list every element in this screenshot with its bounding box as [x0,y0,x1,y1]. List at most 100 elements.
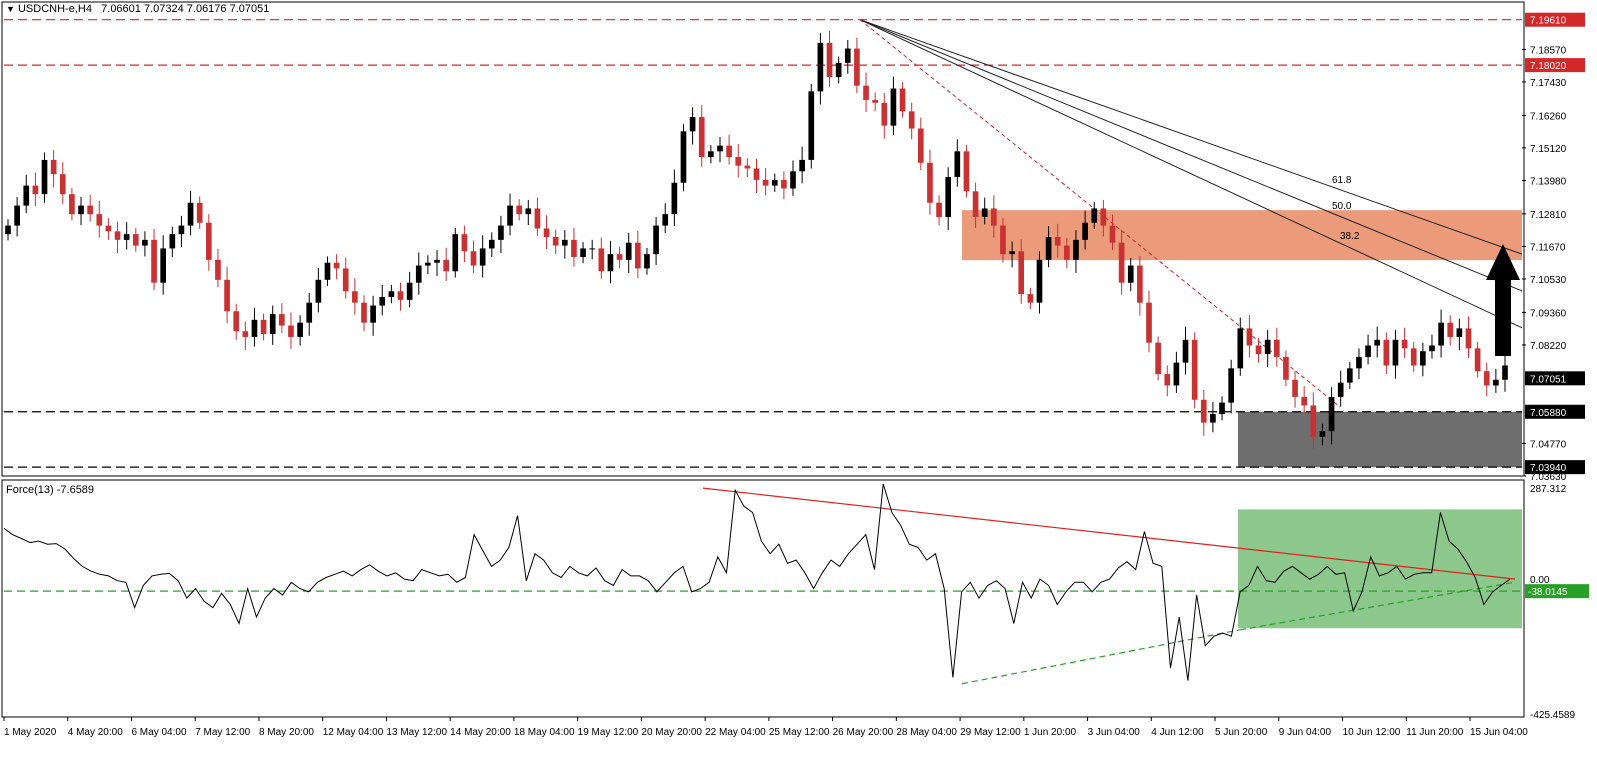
candle-body [32,185,39,195]
collapse-triangle-icon[interactable]: ▼ [6,4,15,14]
candle-body [817,42,824,92]
candle-body [762,179,769,186]
time-tick-label: 1 Jun 20:00 [1024,727,1077,738]
time-tick-label: 4 May 20:00 [68,727,123,738]
current-price-label: 7.07051 [1530,374,1567,385]
candle-body [260,319,267,335]
candle-body [132,234,139,246]
candle-body [580,248,586,257]
candle-body [1410,348,1417,366]
price-tick-label: 7.15120 [1530,144,1567,155]
candle-body [333,262,340,269]
candle-body [1420,351,1426,366]
candle-body [297,322,303,337]
candle-body [23,185,30,206]
force-value-box [1525,584,1589,599]
force-header: Force(13) -7.6589 [6,484,94,496]
instrument-label: USDCNH-e,H4 [17,3,92,15]
time-tick-label: 26 May 20:00 [833,727,894,738]
candle-body [689,117,696,132]
candle-body [1100,208,1107,226]
price-tick-label: 7.08220 [1530,341,1567,352]
candle-body [1018,251,1025,295]
time-tick-label: 28 May 04:00 [896,727,957,738]
candle-body [87,205,93,215]
candle-body [1374,339,1381,346]
force-red-trendline [702,487,1516,580]
candle-body [1228,368,1234,403]
candle-body [1164,374,1171,386]
fib-fan-label: 61.8 [1332,175,1352,186]
candle-body [105,225,112,232]
zones-layer [962,210,1522,468]
force-value-label: -38.0145 [1528,587,1568,598]
time-tick-label: 11 Jun 20:00 [1406,727,1464,738]
candle-body [160,248,167,283]
price-tick-label: 7.16260 [1530,111,1567,122]
candle-body [954,151,961,178]
candle-body [498,225,504,240]
candle-body [1036,259,1043,303]
time-tick-label: 15 Jun 04:00 [1470,727,1528,738]
candle-body [1009,251,1015,255]
candle-body [917,128,924,163]
time-tick-label: 25 May 12:00 [769,727,830,738]
candle-body [616,254,623,260]
candle-body [233,311,240,332]
price-tick-label: 7.10530 [1530,275,1567,286]
candle-body [863,85,869,100]
candle-body [251,319,258,337]
candle-body [1365,345,1371,357]
ohlc-label: 7.06601 7.07324 7.06176 7.07051 [101,3,270,15]
candle-body [215,259,221,280]
candle-body [452,234,459,272]
candle-body [1447,322,1454,337]
axis-layer: 7.18570 7.17430 7.16260 7.15120 7.13980 7.128… [3,12,1589,738]
candle-body [242,331,249,337]
candle-body [625,242,632,260]
candle-body [1137,265,1143,303]
candle-body [1319,431,1326,437]
candle-body [1493,379,1499,386]
force-zone [1238,509,1522,629]
time-tick-label: 5 Jun 20:00 [1215,727,1268,738]
time-tick-label: 8 May 20:00 [259,727,314,738]
price-level-label: 7.18020 [1530,61,1567,72]
candle-body [571,239,577,257]
candle-body [324,262,331,280]
candle-body [1310,405,1317,437]
candle-body [1191,339,1198,400]
current-price-label-box [1525,371,1585,386]
candle-body [114,231,121,240]
force-line [3,483,1511,681]
candle-body [908,111,915,129]
candle-body [1045,237,1052,260]
fib-fan-line [859,19,1523,255]
candle-body [488,239,495,249]
time-tick-label: 18 May 04:00 [514,727,575,738]
candle-body [1082,222,1088,240]
candle-body [1438,322,1444,346]
price-level-label-box [1525,58,1585,73]
candle-body [470,251,477,266]
candle-body [890,88,897,126]
candle-body [753,168,760,180]
candle-body [799,159,805,172]
time-tick-label: 1 May 2020 [4,727,57,738]
candle-body [854,48,860,86]
candle-body [279,314,285,326]
time-tick-label: 10 Jun 12:00 [1343,727,1401,738]
force-green-trendline [961,629,1241,685]
candle-body [835,62,842,78]
candle-body [534,208,541,229]
candle-body [1027,294,1034,303]
candle-body [561,239,568,246]
candle-body [936,202,942,218]
candle-body [96,214,103,226]
support-zone [1238,411,1522,468]
candle-body [1283,356,1289,380]
candle-body [1465,328,1472,349]
candle-body [1429,345,1435,352]
candle-body [342,268,349,292]
